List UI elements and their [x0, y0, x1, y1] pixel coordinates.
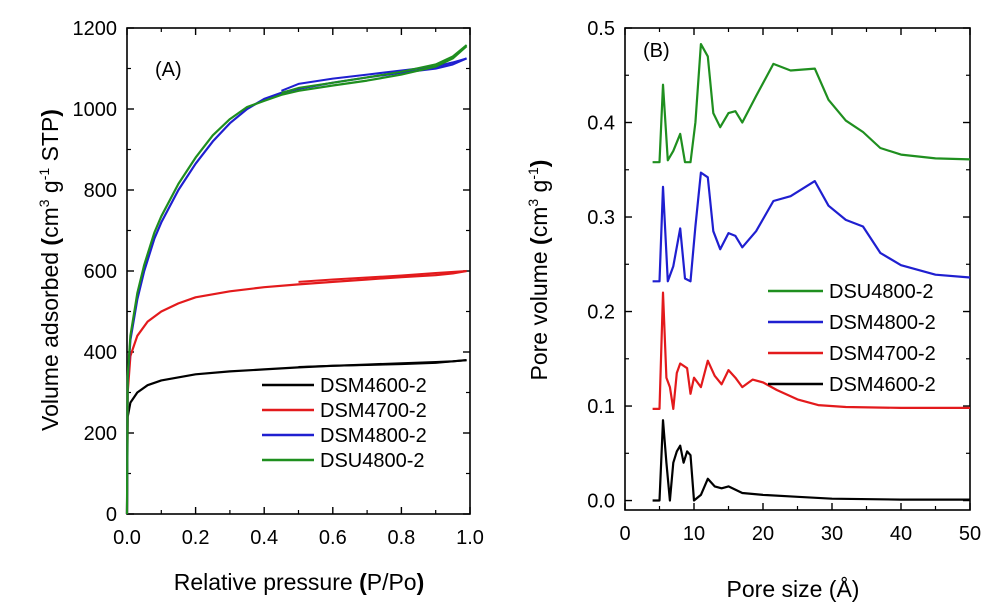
series-desorption-line	[298, 270, 467, 283]
y-axis-title-part: 3	[525, 199, 541, 207]
y-axis-title-part: -1	[525, 167, 541, 180]
x-axis-title-part: Relative pressure	[174, 569, 359, 595]
y-tick-label: 0.4	[587, 113, 615, 135]
y-axis-title-part: )	[37, 109, 63, 117]
y-tick-label: 0.1	[587, 396, 615, 418]
series-line	[652, 171, 971, 283]
legend-label: DSU4800-2	[320, 450, 425, 472]
y-axis-title-part: cm	[526, 207, 552, 238]
x-axis-title-part: Pore size (Å)	[727, 575, 860, 602]
series-line	[652, 291, 970, 410]
x-tick-label: 50	[959, 523, 981, 545]
series-line	[125, 269, 467, 515]
legend: DSU4800-2 DSM4800-2 DSM4700-2 DSM4600-2	[768, 281, 936, 396]
x-axis-title-part: (	[359, 569, 367, 595]
x-tick-label: 1.0	[456, 527, 484, 549]
x-tick-label: 0.6	[319, 527, 347, 549]
y-tick-label: 1000	[73, 99, 118, 121]
y-axis-title-part: 3	[36, 199, 52, 207]
y-tick-label: 0	[106, 504, 117, 526]
x-tick-label: 20	[752, 523, 774, 545]
x-axis-title: Relative pressure (P/Po)	[174, 569, 425, 595]
y-axis-title-part: g	[37, 180, 63, 199]
y-tick-label: 1200	[73, 18, 118, 40]
y-axis-title-part: Volume adsorbed	[37, 246, 63, 431]
x-tick-label: 0.0	[113, 527, 141, 549]
legend-label: DSM4700-2	[829, 343, 936, 365]
x-tick-label: 30	[821, 523, 843, 545]
x-tick-label: 10	[683, 523, 705, 545]
series-line	[125, 45, 468, 515]
y-axis-title-part: cm	[37, 207, 63, 238]
x-axis-title-part: )	[417, 569, 425, 595]
series-line	[652, 419, 970, 502]
y-tick-label: 200	[84, 423, 117, 445]
x-axis-title: Pore size (Å)	[727, 575, 860, 602]
series-desorption-line	[281, 57, 467, 92]
y-tick-label: 400	[84, 342, 117, 364]
legend-label: DSM4600-2	[829, 374, 936, 396]
legend: DSM4600-2 DSM4700-2 DSM4800-2 DSU4800-2	[262, 375, 427, 472]
y-tick-label: 600	[84, 261, 117, 283]
y-axis-title-part: )	[526, 160, 552, 168]
y-axis-title-part: -1	[36, 168, 52, 181]
x-tick-label: 40	[890, 523, 912, 545]
legend-label: DSM4800-2	[320, 425, 427, 447]
y-tick-label: 0.5	[587, 18, 615, 40]
x-tick-label: 0.2	[182, 527, 210, 549]
y-tick-label: 800	[84, 180, 117, 202]
y-axis-title-part: STP	[37, 117, 63, 168]
series-line	[652, 42, 971, 164]
x-axis-title-part: P/Po	[367, 569, 417, 595]
y-tick-label: 0.0	[587, 491, 615, 513]
legend-label: DSM4700-2	[320, 400, 427, 422]
y-tick-label: 0.3	[587, 207, 615, 229]
y-axis-title-part: (	[526, 237, 552, 245]
panel-label: (B)	[643, 40, 670, 62]
series-desorption-line	[298, 359, 467, 368]
y-axis-title-part: Pore volume	[526, 245, 552, 381]
series-desorption-line	[281, 44, 468, 94]
x-tick-label: 0	[619, 523, 630, 545]
legend-label: DSM4600-2	[320, 375, 427, 397]
y-tick-label: 0.2	[587, 302, 615, 324]
y-axis-title: Volume adsorbed (cm3 g-1 STP)	[36, 109, 63, 431]
x-tick-label: 0.4	[250, 527, 278, 549]
legend-label: DSM4800-2	[829, 312, 936, 334]
panel-label: (A)	[155, 59, 182, 81]
legend-label: DSU4800-2	[829, 281, 934, 303]
x-tick-label: 0.8	[387, 527, 415, 549]
y-axis-title-part: (	[37, 238, 63, 246]
chart-panel-b: 0 10 20 30 40 50 0.0 0.1 0.2 0.3 0.4 0.5 (B) DSU4800-…	[525, 18, 981, 602]
y-axis-title-part: g	[526, 180, 552, 199]
chart-panel-a: 0.0 0.2 0.4 0.6 0.8 1.0 0 200 400 600 800 1000 1200 (…	[36, 18, 484, 595]
y-axis-title: Pore volume (cm3 g-1)	[525, 160, 552, 381]
